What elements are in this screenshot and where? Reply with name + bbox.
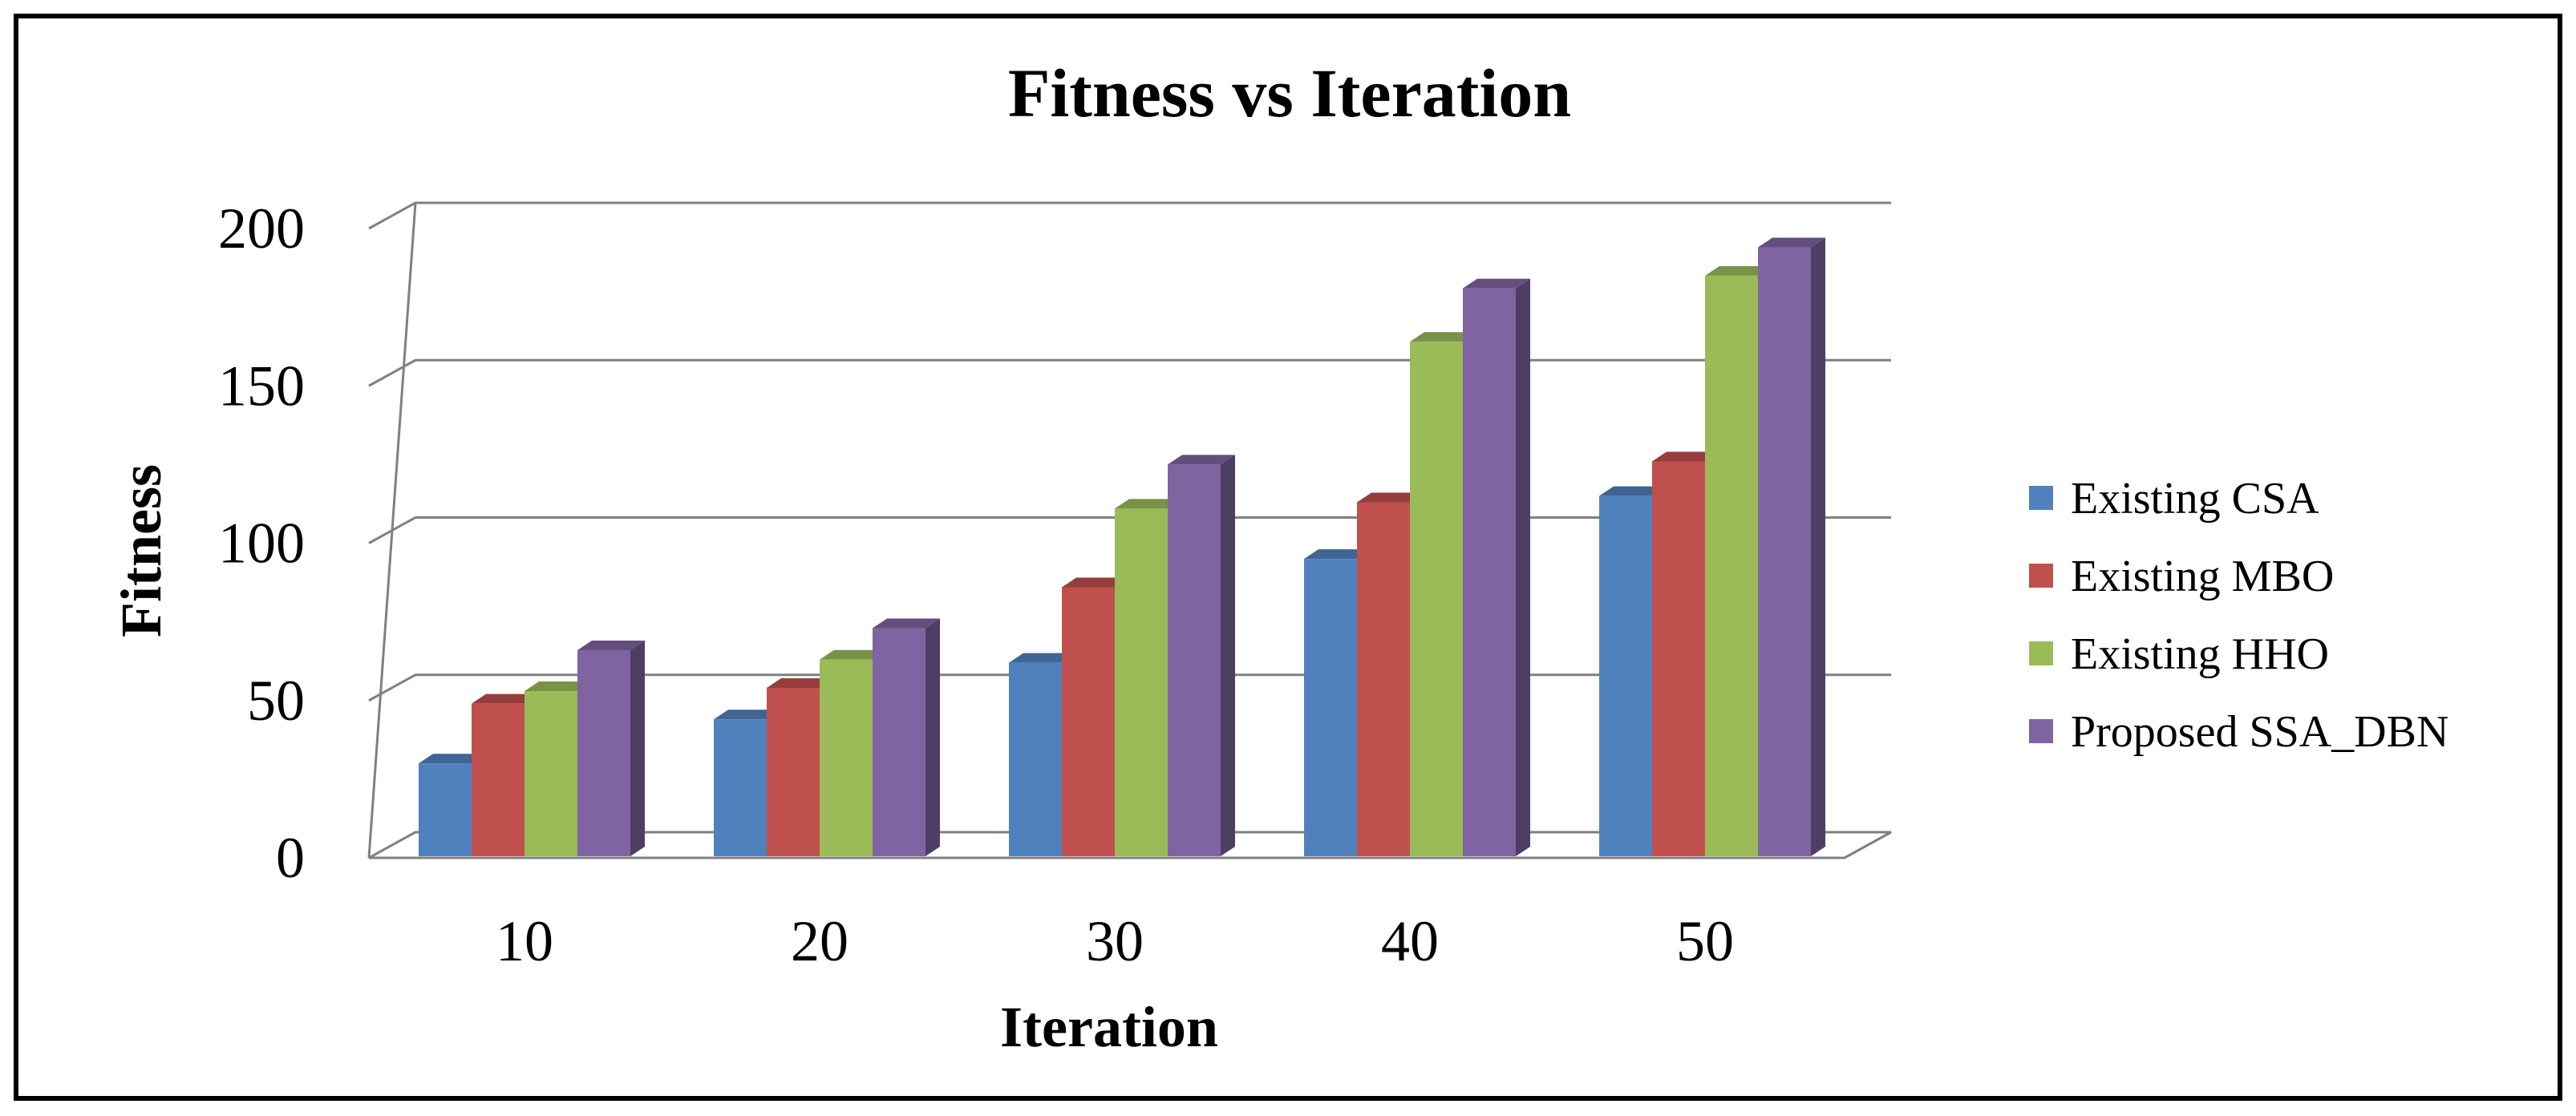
bar-top <box>1652 451 1719 462</box>
bar-front <box>577 649 630 856</box>
bar-top <box>1357 492 1424 503</box>
legend-swatch <box>2029 719 2053 743</box>
x-tick-label: 10 <box>496 909 553 973</box>
bar-top <box>873 618 940 629</box>
bar-top <box>1168 455 1235 465</box>
bar-front <box>1115 508 1168 856</box>
bar-side <box>1221 455 1235 856</box>
bar-top <box>419 754 486 764</box>
bar <box>472 693 539 856</box>
bar-front <box>1758 247 1811 856</box>
bar-side <box>630 640 645 856</box>
legend-label: Existing HHO <box>2071 629 2329 679</box>
bar-top <box>820 649 887 660</box>
legend-label: Proposed SSA_DBN <box>2071 707 2448 757</box>
bar-side <box>925 618 940 856</box>
x-axis-title: Iteration <box>1000 995 1218 1059</box>
chart-title: Fitness vs Iteration <box>1008 55 1571 131</box>
bar-front <box>472 703 525 856</box>
bar-front <box>1304 559 1357 856</box>
bar-front <box>820 659 873 856</box>
bar-front <box>714 719 767 856</box>
y-tick-label: 50 <box>247 669 305 733</box>
bar-top <box>1115 499 1182 509</box>
y-axis-title: Fitness <box>109 464 173 637</box>
bar-top <box>525 681 592 691</box>
legend-swatch <box>2029 564 2053 588</box>
bar-front <box>873 628 925 856</box>
bar <box>577 640 645 856</box>
y-tick-labels: 0 50 100 150 200 <box>218 196 305 890</box>
legend-swatch <box>2029 641 2053 665</box>
bar-front <box>1168 464 1221 856</box>
bars <box>419 237 1825 856</box>
y-tick-label: 150 <box>218 354 305 418</box>
bar-top <box>1463 278 1530 289</box>
bar-top <box>714 710 781 720</box>
bar-top <box>1009 653 1076 663</box>
bar-top <box>472 693 539 704</box>
x-tick-label: 40 <box>1381 909 1439 973</box>
bar <box>1758 237 1825 856</box>
bar-front <box>1062 587 1115 856</box>
figure-frame <box>14 14 2562 1101</box>
bar <box>1168 455 1235 856</box>
bar-front <box>419 763 472 856</box>
bar-front <box>1410 342 1463 856</box>
bar-side <box>1516 278 1530 856</box>
legend-item: Existing HHO <box>2029 629 2329 679</box>
x-tick-label: 30 <box>1086 909 1144 973</box>
x-tick-labels: 10 20 30 40 50 <box>496 909 1734 973</box>
bar-front <box>1705 275 1758 856</box>
bar <box>1463 278 1530 856</box>
legend-label: Existing CSA <box>2071 474 2319 524</box>
bar-top <box>1304 549 1371 560</box>
bar-front <box>1357 502 1410 856</box>
bar-top <box>1599 486 1667 496</box>
x-tick-label: 50 <box>1676 909 1734 973</box>
bar-front <box>767 688 820 856</box>
legend-item: Proposed SSA_DBN <box>2029 707 2448 757</box>
y-tick-label: 200 <box>218 196 305 261</box>
legend: Existing CSA Existing MBO Existing HHO Prop… <box>2029 474 2448 757</box>
bar-front <box>1652 461 1705 856</box>
bar-side <box>1811 237 1825 856</box>
legend-item: Existing CSA <box>2029 474 2319 524</box>
bar-front <box>525 690 577 856</box>
bar-top <box>577 640 645 650</box>
x-tick-label: 20 <box>791 909 849 973</box>
bar-front <box>1009 662 1062 856</box>
bar-top <box>1410 332 1477 342</box>
bar-top <box>1705 265 1772 276</box>
y-tick-label: 0 <box>276 826 305 890</box>
bar-front <box>1463 288 1516 856</box>
bar <box>873 618 940 856</box>
gridline <box>368 358 1891 387</box>
bar-top <box>767 678 834 689</box>
legend-swatch <box>2029 486 2053 510</box>
bar-top <box>1062 577 1129 588</box>
bar-front <box>1599 495 1652 856</box>
bar-top <box>1758 237 1825 248</box>
gridline <box>368 201 1891 230</box>
legend-item: Existing MBO <box>2029 552 2334 601</box>
legend-label: Existing MBO <box>2071 552 2334 601</box>
y-tick-label: 100 <box>218 512 305 576</box>
